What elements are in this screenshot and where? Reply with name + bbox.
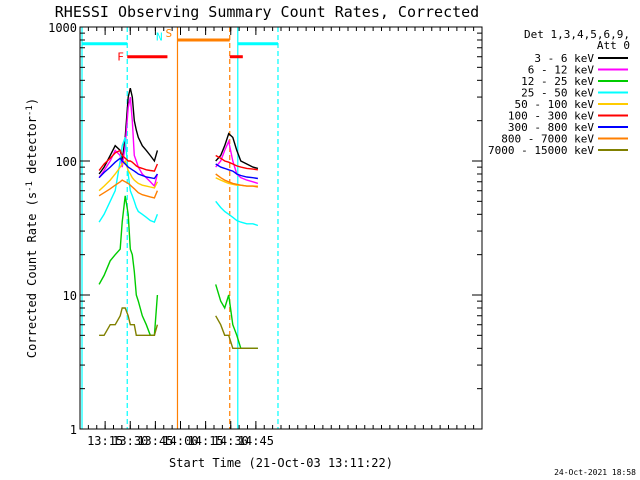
legend-entry-6: 300 - 800 keV <box>508 121 594 134</box>
legend-header-line1: Det 1,3,4,5,6,9, <box>524 28 630 41</box>
series-line-1-seg-1 <box>215 139 259 185</box>
series-line-2-seg-0 <box>98 195 159 336</box>
legend-entry-4: 50 - 100 keV <box>515 98 595 111</box>
legend-header-line2: Att 0 <box>597 39 630 52</box>
x-tick-label-1: 13:30 <box>112 434 148 448</box>
series-line-7-seg-0 <box>98 179 159 199</box>
series-line-7-seg-1 <box>215 173 259 188</box>
y-tick-label-2: 100 <box>55 155 77 169</box>
legend-entry-8: 7000 - 15000 keV <box>488 144 594 157</box>
series-line-3-seg-1 <box>215 200 259 227</box>
chart-title: RHESSI Observing Summary Count Rates, Co… <box>55 3 479 21</box>
legend-entry-3: 25 - 50 keV <box>521 87 594 100</box>
series-line-5-seg-1 <box>215 154 258 171</box>
x-tick-label-6: 14:45 <box>238 434 274 448</box>
y-tick-label-3: 1000 <box>48 21 77 35</box>
legend-entry-7: 800 - 7000 keV <box>501 133 594 146</box>
x-tick-label-3: 14:00 <box>162 434 198 448</box>
x-tick-label-5: 14:30 <box>213 434 249 448</box>
x-tick-label-4: 14:15 <box>188 434 224 448</box>
flag-label-F: F <box>117 51 124 64</box>
series-line-2-seg-1 <box>215 284 258 349</box>
series-line-1-seg-0 <box>98 96 159 188</box>
series-line-4-seg-0 <box>98 159 159 192</box>
series-line-8-seg-1 <box>215 315 258 349</box>
y-axis-label: Corrected Count Rate (s-1 detector-1) <box>25 98 39 358</box>
series-line-8-seg-0 <box>99 307 159 336</box>
series-line-6-seg-1 <box>215 163 259 180</box>
legend-entry-5: 100 - 300 keV <box>508 110 594 123</box>
series-line-6-seg-0 <box>98 157 158 180</box>
x-axis-label: Start Time (21-Oct-03 13:11:22) <box>169 456 393 470</box>
legend-entry-0: 3 - 6 keV <box>534 52 594 65</box>
flag-label-N: N <box>156 31 163 44</box>
legend-entry-2: 12 - 25 keV <box>521 75 594 88</box>
legend-entry-1: 6 - 12 keV <box>528 64 595 77</box>
plot-frame <box>79 26 483 430</box>
series-line-3-seg-0 <box>98 137 159 224</box>
y-tick-label-1: 10 <box>63 289 77 303</box>
footer-timestamp: 24-Oct-2021 18:58 <box>554 468 636 477</box>
x-tick-label-0: 13:15 <box>87 434 123 448</box>
series-line-0-seg-1 <box>215 132 259 170</box>
series-line-0-seg-0 <box>98 87 159 175</box>
series-line-5-seg-0 <box>98 149 159 172</box>
y-tick-label-0: 1 <box>70 423 77 437</box>
flag-label-S: S <box>165 27 172 40</box>
x-tick-label-2: 13:45 <box>137 434 173 448</box>
